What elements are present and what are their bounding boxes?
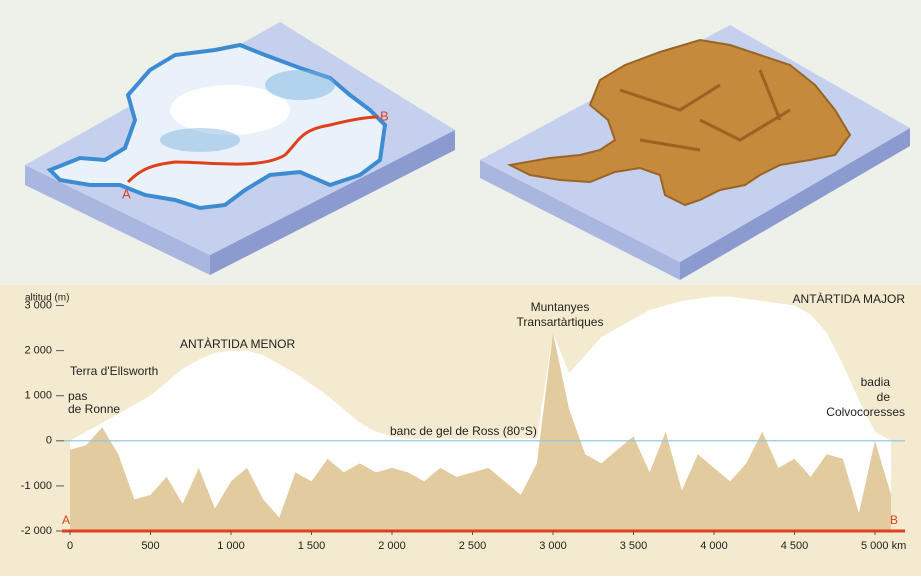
annotation: Terra d'Ellsworth [70,364,158,378]
y-tick-label: 1 000 [24,390,52,402]
annotation: banc de gel de Ross (80°S) [390,424,537,438]
x-tick-label: 2 500 [459,540,487,552]
annotation: badia [861,375,891,389]
annotation: Colvocoresses [826,405,905,419]
annotation: de [877,390,891,404]
map-point-label: B [380,108,389,123]
map-point-label: A [122,186,131,201]
x-tick-label: 1 000 [217,540,245,552]
x-tick-label: 2 000 [378,540,406,552]
annotation: Muntanyes [531,300,590,314]
y-tick-label: 2 000 [24,345,52,357]
x-tick-label: 4 500 [781,540,809,552]
y-tick-label: -2 000 [21,525,52,537]
annotation: ANTÀRTIDA MAJOR [793,291,906,306]
x-tick-label: 3 000 [539,540,567,552]
x-tick-label: 5 000 km [861,540,906,552]
y-tick-label: 3 000 [24,299,52,311]
annotation: de Ronne [68,402,120,416]
ice-block [25,22,455,275]
x-tick-label: 1 500 [298,540,326,552]
rock-block [480,25,910,280]
x-tick-label: 3 500 [620,540,648,552]
point-label: A [62,513,70,527]
y-axis-label: altitud (m) [25,293,69,304]
y-tick-label: 0 [46,435,52,447]
ice-area [70,296,892,531]
annotation: ANTÀRTIDA MENOR [180,336,295,351]
bedrock-area [70,332,892,531]
x-tick-label: 0 [67,540,73,552]
annotation: Transartàrtiques [517,315,604,329]
y-tick-label: -1 000 [21,480,52,492]
point-label: B [890,513,898,527]
x-tick-label: 4 000 [700,540,728,552]
x-tick-label: 500 [141,540,159,552]
annotation: pas [68,389,87,403]
